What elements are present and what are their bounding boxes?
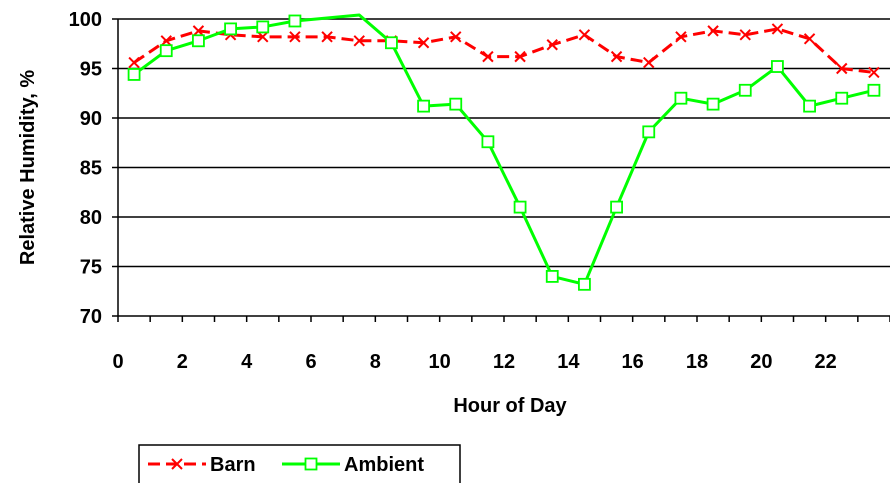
data-point (171, 458, 183, 470)
data-point (289, 31, 301, 43)
data-point (417, 99, 430, 113)
data-point (128, 56, 140, 69)
data-point (674, 91, 688, 105)
series-barn (128, 23, 880, 79)
series-layer (127, 13, 881, 291)
legend-item-ambient: Ambient (282, 454, 424, 476)
y-tick-label: 100 (69, 9, 102, 31)
data-point (675, 31, 687, 43)
data-point (192, 34, 205, 48)
data-point (771, 60, 784, 73)
data-point (578, 277, 591, 291)
legend: Barn Ambient (138, 444, 461, 483)
data-point (835, 91, 849, 105)
y-axis-ticks: 70 75 80 85 90 95 100 (69, 9, 118, 328)
y-tick-label: 90 (80, 108, 102, 130)
x-tick-label: 18 (686, 351, 708, 373)
data-point (643, 56, 655, 69)
data-point (610, 50, 623, 63)
data-point (159, 44, 173, 58)
x-tick-label: 22 (815, 351, 837, 373)
data-point (514, 50, 526, 63)
data-point (738, 83, 752, 97)
data-point (481, 135, 495, 149)
data-point (288, 14, 302, 28)
x-tick-label: 8 (370, 351, 381, 373)
data-point (482, 50, 494, 63)
data-point (867, 83, 881, 97)
y-axis-title: Relative Humidity, % (17, 70, 39, 265)
data-point (449, 97, 463, 111)
data-point (385, 36, 398, 50)
series-ambient (127, 13, 881, 291)
x-tick-label: 12 (493, 351, 515, 373)
y-tick-label: 75 (80, 257, 102, 279)
gridlines (118, 18, 890, 268)
legend-label: Ambient (344, 454, 424, 476)
data-point (160, 35, 172, 47)
data-point (321, 31, 333, 43)
data-point (546, 39, 558, 51)
data-point (642, 125, 656, 139)
y-tick-label: 95 (80, 59, 102, 81)
data-point (739, 29, 751, 41)
x-tick-label: 2 (177, 351, 188, 373)
x-tick-label: 6 (305, 351, 316, 373)
data-point (513, 200, 527, 214)
data-point (610, 200, 623, 214)
data-point (868, 66, 880, 79)
legend-items: Barn Ambient (148, 454, 424, 476)
legend-label: Barn (210, 454, 256, 476)
x-tick-label: 4 (241, 351, 253, 373)
x-tick-label: 10 (429, 351, 451, 373)
x-tick-label: 16 (622, 351, 644, 373)
y-tick-label: 70 (80, 306, 102, 328)
y-tick-label: 85 (80, 158, 102, 180)
data-point (803, 99, 816, 113)
data-point (706, 97, 720, 111)
data-point (353, 35, 365, 47)
data-point (578, 29, 591, 41)
data-point (192, 25, 205, 37)
legend-item-barn: Barn (148, 454, 256, 476)
x-tick-label: 14 (557, 351, 580, 373)
data-point (545, 269, 559, 283)
x-axis-title: Hour of Day (453, 395, 567, 417)
data-point (304, 457, 318, 471)
data-point (256, 20, 270, 34)
data-point (836, 62, 848, 75)
series-line (133, 27, 875, 74)
data-point (257, 31, 269, 43)
data-point (417, 37, 430, 49)
data-point (224, 22, 237, 36)
x-tick-label: 0 (112, 351, 123, 373)
x-axis-ticks: 0 2 4 6 8 10 12 14 16 18 20 22 (112, 316, 890, 373)
data-point (803, 33, 816, 45)
data-point (771, 23, 784, 35)
x-tick-label: 20 (750, 351, 772, 373)
data-point (127, 68, 141, 81)
y-tick-label: 80 (80, 207, 102, 229)
data-point (450, 31, 462, 43)
data-point (707, 25, 719, 37)
